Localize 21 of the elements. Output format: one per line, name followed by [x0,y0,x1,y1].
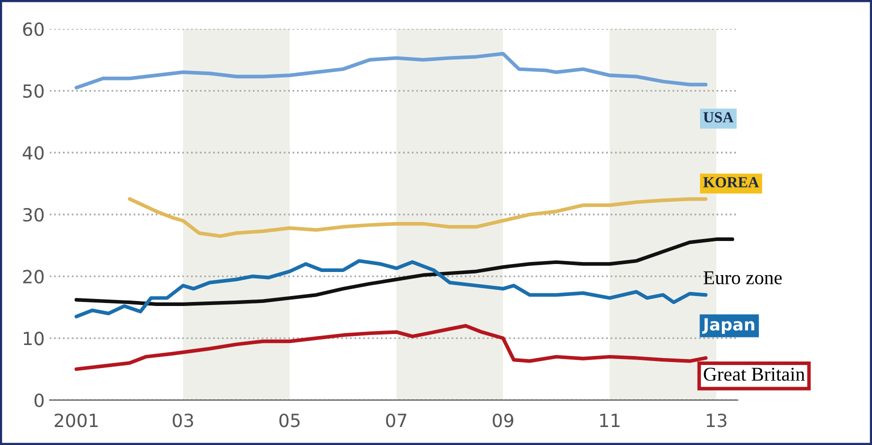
series-label: KOREA [703,177,759,188]
x-tick-label: 07 [386,414,406,428]
x-tick-label: 11 [600,414,620,427]
y-tick-label: 40 [22,146,44,160]
y-tick-label: 50 [23,84,44,98]
x-tick-label: 09 [492,414,514,428]
y-tick-label: 30 [23,208,44,222]
series-label: USA [703,112,734,122]
x-tick-label: 13 [706,414,726,428]
y-tick-label: 10 [24,332,44,346]
series-label: Japan [702,318,754,334]
x-tick-label: 05 [279,414,300,428]
y-tick-label: 20 [23,270,44,284]
y-tick-label: 60 [23,22,44,36]
series-label: Great Britain [704,368,805,381]
y-tick-label: 0 [34,394,44,408]
line-series [128,197,708,238]
x-tick-label: 2001 [54,414,98,428]
x-tick-label: 03 [172,414,194,428]
line-series [74,52,708,90]
series-label: Euro zone [704,271,782,284]
